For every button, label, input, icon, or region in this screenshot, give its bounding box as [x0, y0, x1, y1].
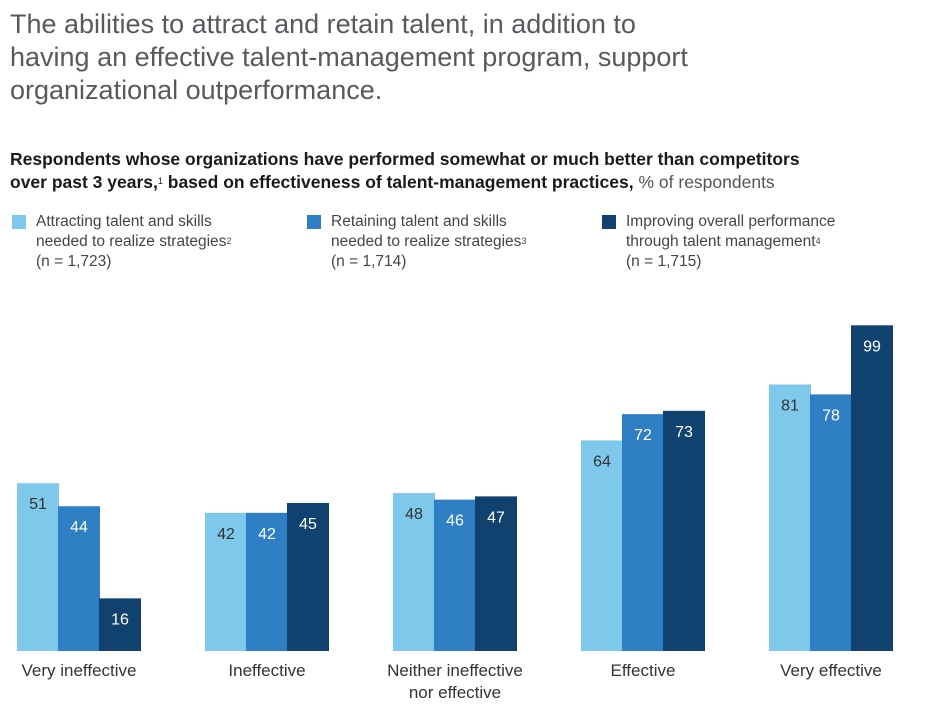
category-label: Very effective [780, 661, 882, 680]
bar-3-cat-4 [663, 410, 705, 651]
subtitle-unit: % of respondents [638, 172, 775, 192]
headline-line-3: organizational outperformance. [10, 75, 383, 105]
bar-2-cat-2 [246, 512, 288, 651]
subtitle-bold-line2b: based on effectiveness of talent-managem… [162, 172, 634, 192]
data-label: 44 [70, 519, 88, 536]
data-label: 45 [299, 516, 317, 533]
bar-2-cat-4 [622, 414, 664, 651]
bar-1-cat-2 [205, 512, 247, 651]
footnote-1: 1 [157, 176, 163, 186]
bar-1-cat-1 [17, 483, 59, 651]
legend-swatch-retaining [307, 215, 321, 229]
subtitle-bold-line1: Respondents whose organizations have per… [10, 149, 800, 169]
bar-1-cat-3 [393, 493, 435, 651]
legend-n: (n = 1,714) [331, 253, 407, 270]
legend-line1: Retaining talent and skills [331, 213, 507, 230]
bar-2-cat-3 [434, 499, 476, 651]
category-label: Neither ineffective [387, 661, 523, 680]
chart-headline: The abilities to attract and retain tale… [10, 8, 910, 107]
data-label: 99 [863, 338, 881, 355]
bar-3-cat-3 [475, 496, 517, 651]
headline-line-2: having an effective talent-management pr… [10, 42, 688, 72]
category-label: nor effective [409, 683, 501, 702]
data-label: 46 [446, 513, 464, 530]
legend-line1: Attracting talent and skills [36, 213, 212, 230]
data-label: 81 [781, 398, 799, 415]
footnote-4: 4 [815, 236, 821, 246]
bar-3-cat-2 [287, 502, 329, 651]
legend-n: (n = 1,715) [626, 253, 702, 270]
bar-3-cat-1 [99, 598, 141, 651]
subtitle-bold-line2a: over past 3 years, [10, 172, 158, 192]
category-label: Effective [611, 661, 676, 680]
data-label: 72 [634, 427, 652, 444]
bar-chart: 51 44 16 Very ineffective 42 42 45 Ineffective 4… [17, 325, 893, 702]
bar-2-cat-1 [58, 506, 100, 651]
bar-2-cat-5 [810, 394, 852, 651]
data-label: 16 [111, 611, 129, 628]
data-label: 78 [822, 407, 840, 424]
data-label: 73 [675, 424, 693, 441]
data-label: 48 [405, 506, 423, 523]
data-label: 51 [29, 496, 47, 513]
headline-line-1: The abilities to attract and retain tale… [10, 9, 636, 39]
legend-line1: Improving overall performance [626, 213, 836, 230]
legend-n: (n = 1,723) [36, 253, 112, 270]
footnote-3: 3 [521, 236, 527, 246]
footnote-2: 2 [226, 236, 232, 246]
data-label: 47 [487, 509, 505, 526]
bar-3-cat-5 [851, 325, 893, 651]
legend-line2: needed to realize strategies [36, 233, 227, 250]
legend-line2: through talent management [626, 233, 816, 250]
bar-1-cat-5 [769, 384, 811, 651]
category-label: Ineffective [228, 661, 305, 680]
data-label: 42 [217, 526, 235, 543]
data-label: 64 [593, 453, 611, 470]
data-label: 42 [258, 526, 276, 543]
bar-1-cat-4 [581, 440, 623, 651]
legend-line2: needed to realize strategies [331, 233, 522, 250]
legend-swatch-improving [602, 215, 616, 229]
legend-swatch-attracting [12, 215, 26, 229]
category-label: Very ineffective [22, 661, 137, 680]
chart-subtitle: Respondents whose organizations have per… [10, 148, 935, 194]
